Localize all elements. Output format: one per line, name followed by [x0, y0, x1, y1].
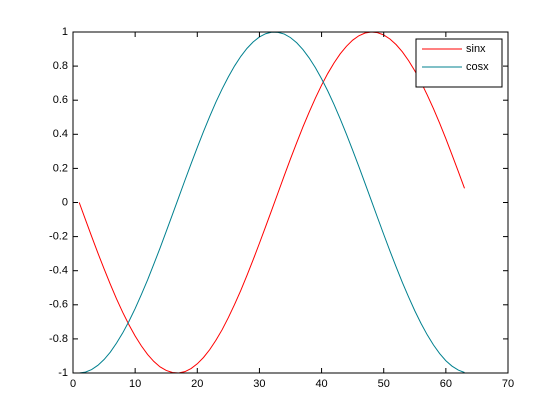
- x-tick-label: 60: [440, 378, 452, 390]
- y-tick-label: 1: [62, 26, 68, 38]
- legend-label: sinx: [466, 43, 486, 55]
- y-tick-label: -0.6: [49, 299, 68, 311]
- x-tick-label: 10: [129, 378, 141, 390]
- x-tick-label: 20: [191, 378, 203, 390]
- legend-label: cosx: [466, 61, 489, 73]
- plot-area: [73, 32, 508, 373]
- y-tick-label: -0.2: [49, 231, 68, 243]
- y-tick-label: 0: [62, 196, 68, 208]
- y-tick-label: 0.2: [53, 162, 68, 174]
- x-tick-label: 70: [502, 378, 514, 390]
- y-tick-label: 0.4: [53, 128, 68, 140]
- y-tick-label: 0.8: [53, 60, 68, 72]
- legend-box: [415, 38, 503, 88]
- y-tick-label: -1: [58, 367, 68, 379]
- x-tick-label: 0: [70, 378, 76, 390]
- series-line: [78, 31, 465, 374]
- y-tick-label: 0.6: [53, 94, 68, 106]
- y-tick-label: -0.8: [49, 333, 68, 345]
- x-tick-label: 50: [378, 378, 390, 390]
- x-tick-label: 40: [315, 378, 327, 390]
- y-tick-label: -0.4: [49, 265, 68, 277]
- x-tick-label: 30: [253, 378, 265, 390]
